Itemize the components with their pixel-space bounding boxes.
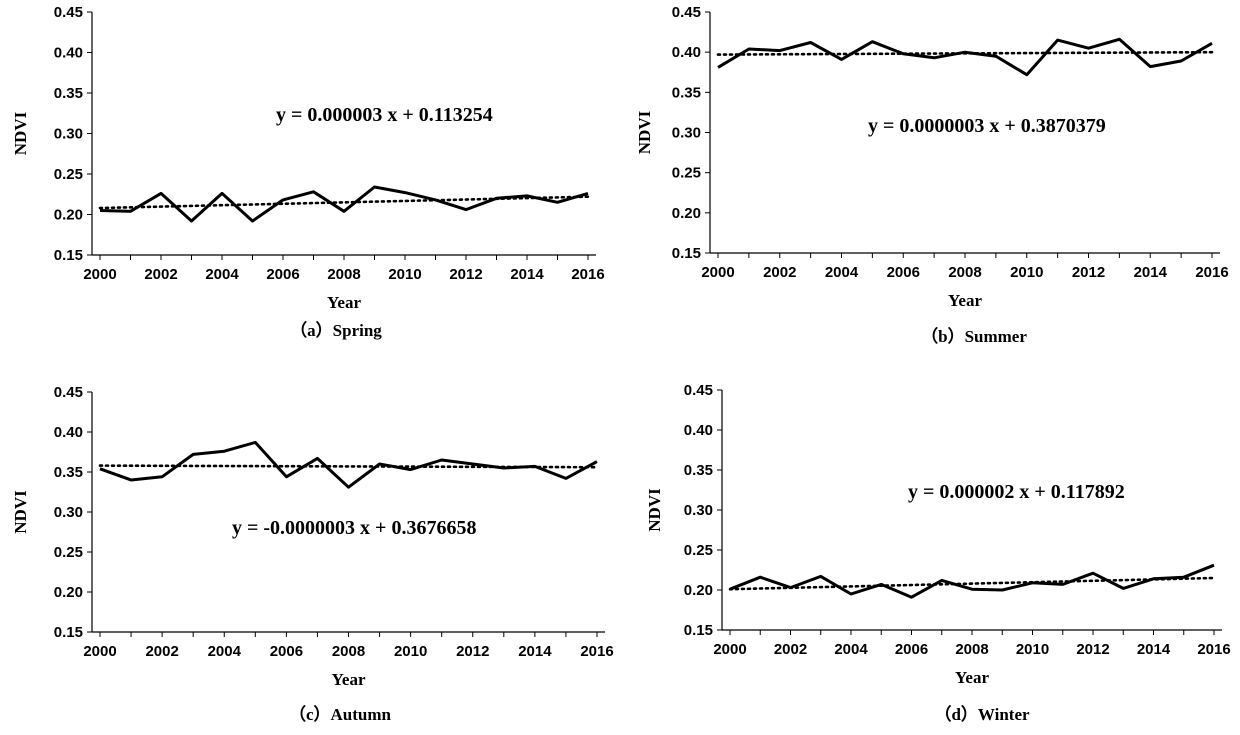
- panel-a-ytick-label: 0.20: [54, 207, 83, 224]
- panel-b-xtick-label: 2006: [887, 264, 920, 281]
- panel-a-xtick-label: 2008: [327, 266, 360, 283]
- panel-d-xtick-label: 2014: [1137, 641, 1171, 658]
- panel-b-ytick-label: 0.20: [672, 205, 701, 222]
- panel-c-xtick-label: 2016: [580, 643, 613, 660]
- panel-b-xtick-label: 2014: [1134, 264, 1168, 281]
- panel-d-caption: （d）Winter: [934, 704, 1030, 724]
- panel-a-xtick-label: 2010: [388, 266, 421, 283]
- panel-c-xtick-label: 2014: [518, 643, 552, 660]
- panel-d-xtick-label: 2004: [834, 641, 868, 658]
- panel-d-ytick-label: 0.30: [684, 502, 713, 519]
- panel-b-ytick-label: 0.40: [672, 44, 701, 61]
- panel-a-x-axis-title: Year: [327, 293, 361, 312]
- panel-c-xtick-label: 2002: [145, 643, 178, 660]
- panel-b-ytick-label: 0.30: [672, 125, 701, 142]
- panel-d-xtick-label: 2012: [1076, 641, 1109, 658]
- panel-a-xtick-label: 2000: [83, 266, 116, 283]
- panel-c-ndvi-series-line: [99, 440, 598, 489]
- panel-d-ndvi-series-line: [729, 563, 1215, 599]
- panel-b-xtick-label: 2002: [763, 264, 796, 281]
- panel-d-xtick-label: 2000: [713, 641, 746, 658]
- panel-c-y-axis-title: NDVI: [11, 490, 30, 534]
- panel-b-xtick-label: 2012: [1072, 264, 1105, 281]
- panel-a-ytick-label: 0.40: [54, 45, 83, 62]
- panel-d-xtick-label: 2008: [955, 641, 988, 658]
- panel-b-ytick-label: 0.15: [672, 245, 701, 262]
- panel-c-ytick-label: 0.45: [54, 384, 83, 401]
- panel-c-trend-equation: y = -0.0000003 x + 0.3676658: [232, 517, 476, 539]
- panel-d-ytick-label: 0.20: [684, 582, 713, 599]
- panel-a-ytick-label: 0.35: [54, 85, 83, 102]
- panel-c-xtick-label: 2008: [332, 643, 365, 660]
- panel-c-ytick-label: 0.40: [54, 424, 83, 441]
- panel-d-ytick-label: 0.35: [684, 462, 713, 479]
- panel-a-ytick-label: 0.45: [54, 4, 83, 21]
- panel-b-xtick-label: 2000: [701, 264, 734, 281]
- panel-d-y-axis-title: NDVI: [645, 488, 664, 532]
- panel-a-ytick-label: 0.15: [54, 247, 83, 264]
- panel-c-ytick-label: 0.15: [54, 624, 83, 641]
- panel-a-ndvi-series-line: [99, 185, 589, 223]
- panel-a-ytick-label: 0.25: [54, 166, 83, 183]
- panel-c-xtick-label: 2004: [208, 643, 242, 660]
- panel-a-xtick-label: 2006: [266, 266, 299, 283]
- panel-d-xtick-label: 2010: [1016, 641, 1049, 658]
- panel-b-xtick-label: 2010: [1010, 264, 1043, 281]
- panel-c-ytick-label: 0.25: [54, 544, 83, 561]
- panel-a-trend-equation: y = 0.000003 x + 0.113254: [276, 104, 493, 126]
- panel-b-x-axis-title: Year: [948, 291, 982, 310]
- panel-d-ytick-label: 0.45: [684, 382, 713, 399]
- panel-a-ytick-label: 0.30: [54, 126, 83, 143]
- panel-b-ytick-label: 0.45: [672, 4, 701, 21]
- panel-d-trend-equation: y = 0.000002 x + 0.117892: [908, 481, 1125, 503]
- panel-b-xtick-label: 2016: [1195, 264, 1228, 281]
- panel-d-ytick-label: 0.25: [684, 542, 713, 559]
- panel-c-xtick-label: 2010: [394, 643, 427, 660]
- panel-c-xtick-label: 2006: [270, 643, 303, 660]
- panel-a-caption: （a）Spring: [290, 320, 382, 340]
- panel-d-xtick-label: 2006: [895, 641, 928, 658]
- panel-b-ytick-label: 0.35: [672, 84, 701, 101]
- panel-d-trend-line: [728, 576, 1216, 591]
- panel-d-x-axis-title: Year: [955, 668, 989, 687]
- panel-c-caption: （c）Autumn: [289, 704, 392, 724]
- panel-a-xtick-label: 2016: [571, 266, 604, 283]
- panel-c-xtick-label: 2012: [456, 643, 489, 660]
- panel-b-xtick-label: 2004: [825, 264, 859, 281]
- panel-b-trend-equation: y = 0.0000003 x + 0.3870379: [868, 115, 1106, 137]
- panel-c-xtick-label: 2000: [83, 643, 116, 660]
- panel-a-xtick-label: 2002: [144, 266, 177, 283]
- panel-b-xtick-label: 2008: [948, 264, 981, 281]
- panel-a-xtick-label: 2012: [449, 266, 482, 283]
- panel-b-caption: （b）Summer: [921, 326, 1027, 346]
- panel-b-y-axis-title: NDVI: [635, 110, 654, 154]
- panel-d-xtick-label: 2016: [1197, 641, 1230, 658]
- panel-c-ytick-label: 0.35: [54, 464, 83, 481]
- panel-a-xtick-label: 2004: [205, 266, 239, 283]
- panel-c-ytick-label: 0.30: [54, 504, 83, 521]
- panel-a-xtick-label: 2014: [510, 266, 544, 283]
- panel-c-ytick-label: 0.20: [54, 584, 83, 601]
- panel-b-ytick-label: 0.25: [672, 165, 701, 182]
- panel-d-ytick-label: 0.15: [684, 622, 713, 639]
- panel-d-xtick-label: 2002: [774, 641, 807, 658]
- panel-b-ndvi-series-line: [717, 37, 1213, 77]
- panel-d-ytick-label: 0.40: [684, 422, 713, 439]
- panel-a-y-axis-title: NDVI: [11, 111, 30, 155]
- panel-c-x-axis-title: Year: [332, 670, 366, 689]
